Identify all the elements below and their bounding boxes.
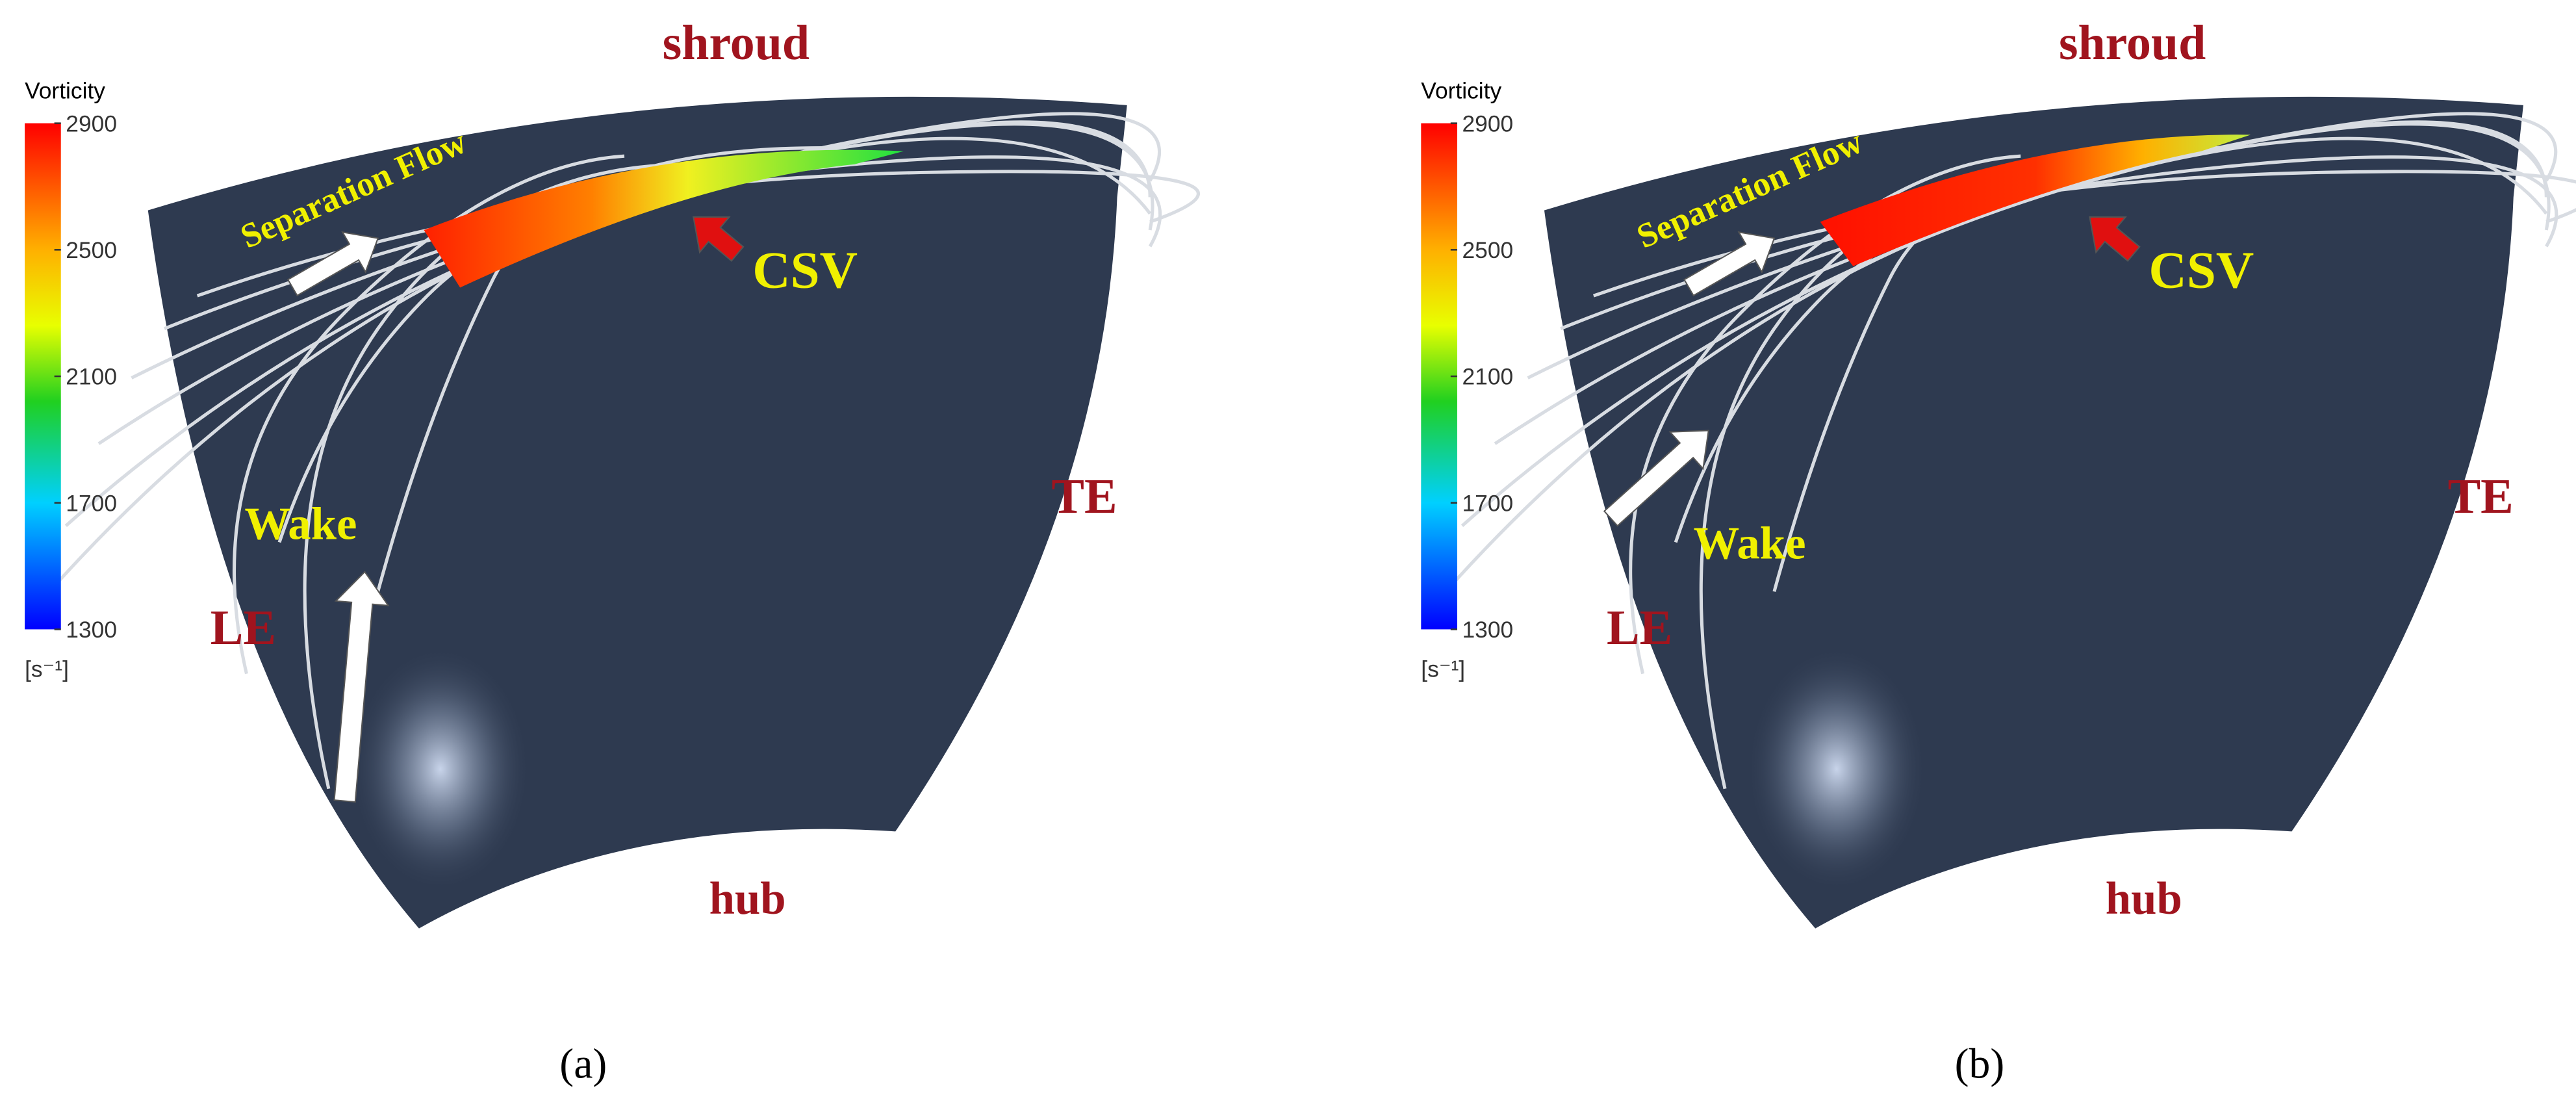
colorbar-tick-label: 2900 [1462,111,1514,136]
csv-vortex [1820,135,2251,266]
colorbar-title: Vorticity [1421,79,1501,104]
csv-label: CSV [2149,240,2254,299]
arrow [287,231,379,297]
colorbar-unit: [s⁻¹] [25,657,69,682]
arrow [1603,430,1709,527]
te-label: TE [1051,469,1117,524]
arrow [2089,216,2141,262]
colorbar-title: Vorticity [25,79,105,104]
streamline [196,170,1200,298]
le-label: LE [1607,600,1672,655]
colorbar-tick-label: 2100 [1462,365,1514,390]
colorbar-tick-label: 1300 [1462,617,1514,643]
streamline [376,146,822,592]
colorbar-unit: [s⁻¹] [1421,657,1465,682]
shroud-label: shroud [663,16,810,70]
colorbar-tick-label: 1700 [66,491,117,516]
csv-label: CSV [752,240,858,299]
colorbar-tick-label: 2100 [66,365,117,390]
te-label: TE [2448,469,2514,524]
hub-label: hub [2106,873,2182,924]
streamline [233,154,625,675]
streamline [1629,154,2021,675]
streamline [1494,122,2551,445]
streamline [1592,170,2576,298]
panel: Vorticity 2900 2500 2100 1700 1300 [s⁻¹] shroud… [1421,16,2576,1088]
caption: (a) [559,1040,607,1088]
streamline [303,162,691,790]
colorbar-tick-label: 2900 [66,111,117,136]
le-label: LE [210,600,276,655]
caption: (b) [1955,1040,2005,1088]
panel: Vorticity 2900 2500 2100 1700 1300 [s⁻¹] shroud… [25,16,1200,1088]
shroud-label: shroud [2059,16,2206,70]
colorbar-tick-label: 1300 [66,617,117,643]
colorbar-tick-label: 2500 [66,238,117,263]
arrow [1683,231,1776,297]
colorbar-tick-label: 2500 [1462,238,1514,263]
wake-label: Wake [244,498,357,549]
arrow [333,571,390,803]
wake-label: Wake [1693,519,1805,569]
csv-vortex [424,149,904,288]
streamline [1527,112,2558,380]
arrow [692,216,745,262]
blade-highlight [1746,645,1928,892]
blade-highlight [350,645,531,892]
hub-label: hub [709,873,786,924]
colorbar-tick-label: 1700 [1462,491,1514,516]
